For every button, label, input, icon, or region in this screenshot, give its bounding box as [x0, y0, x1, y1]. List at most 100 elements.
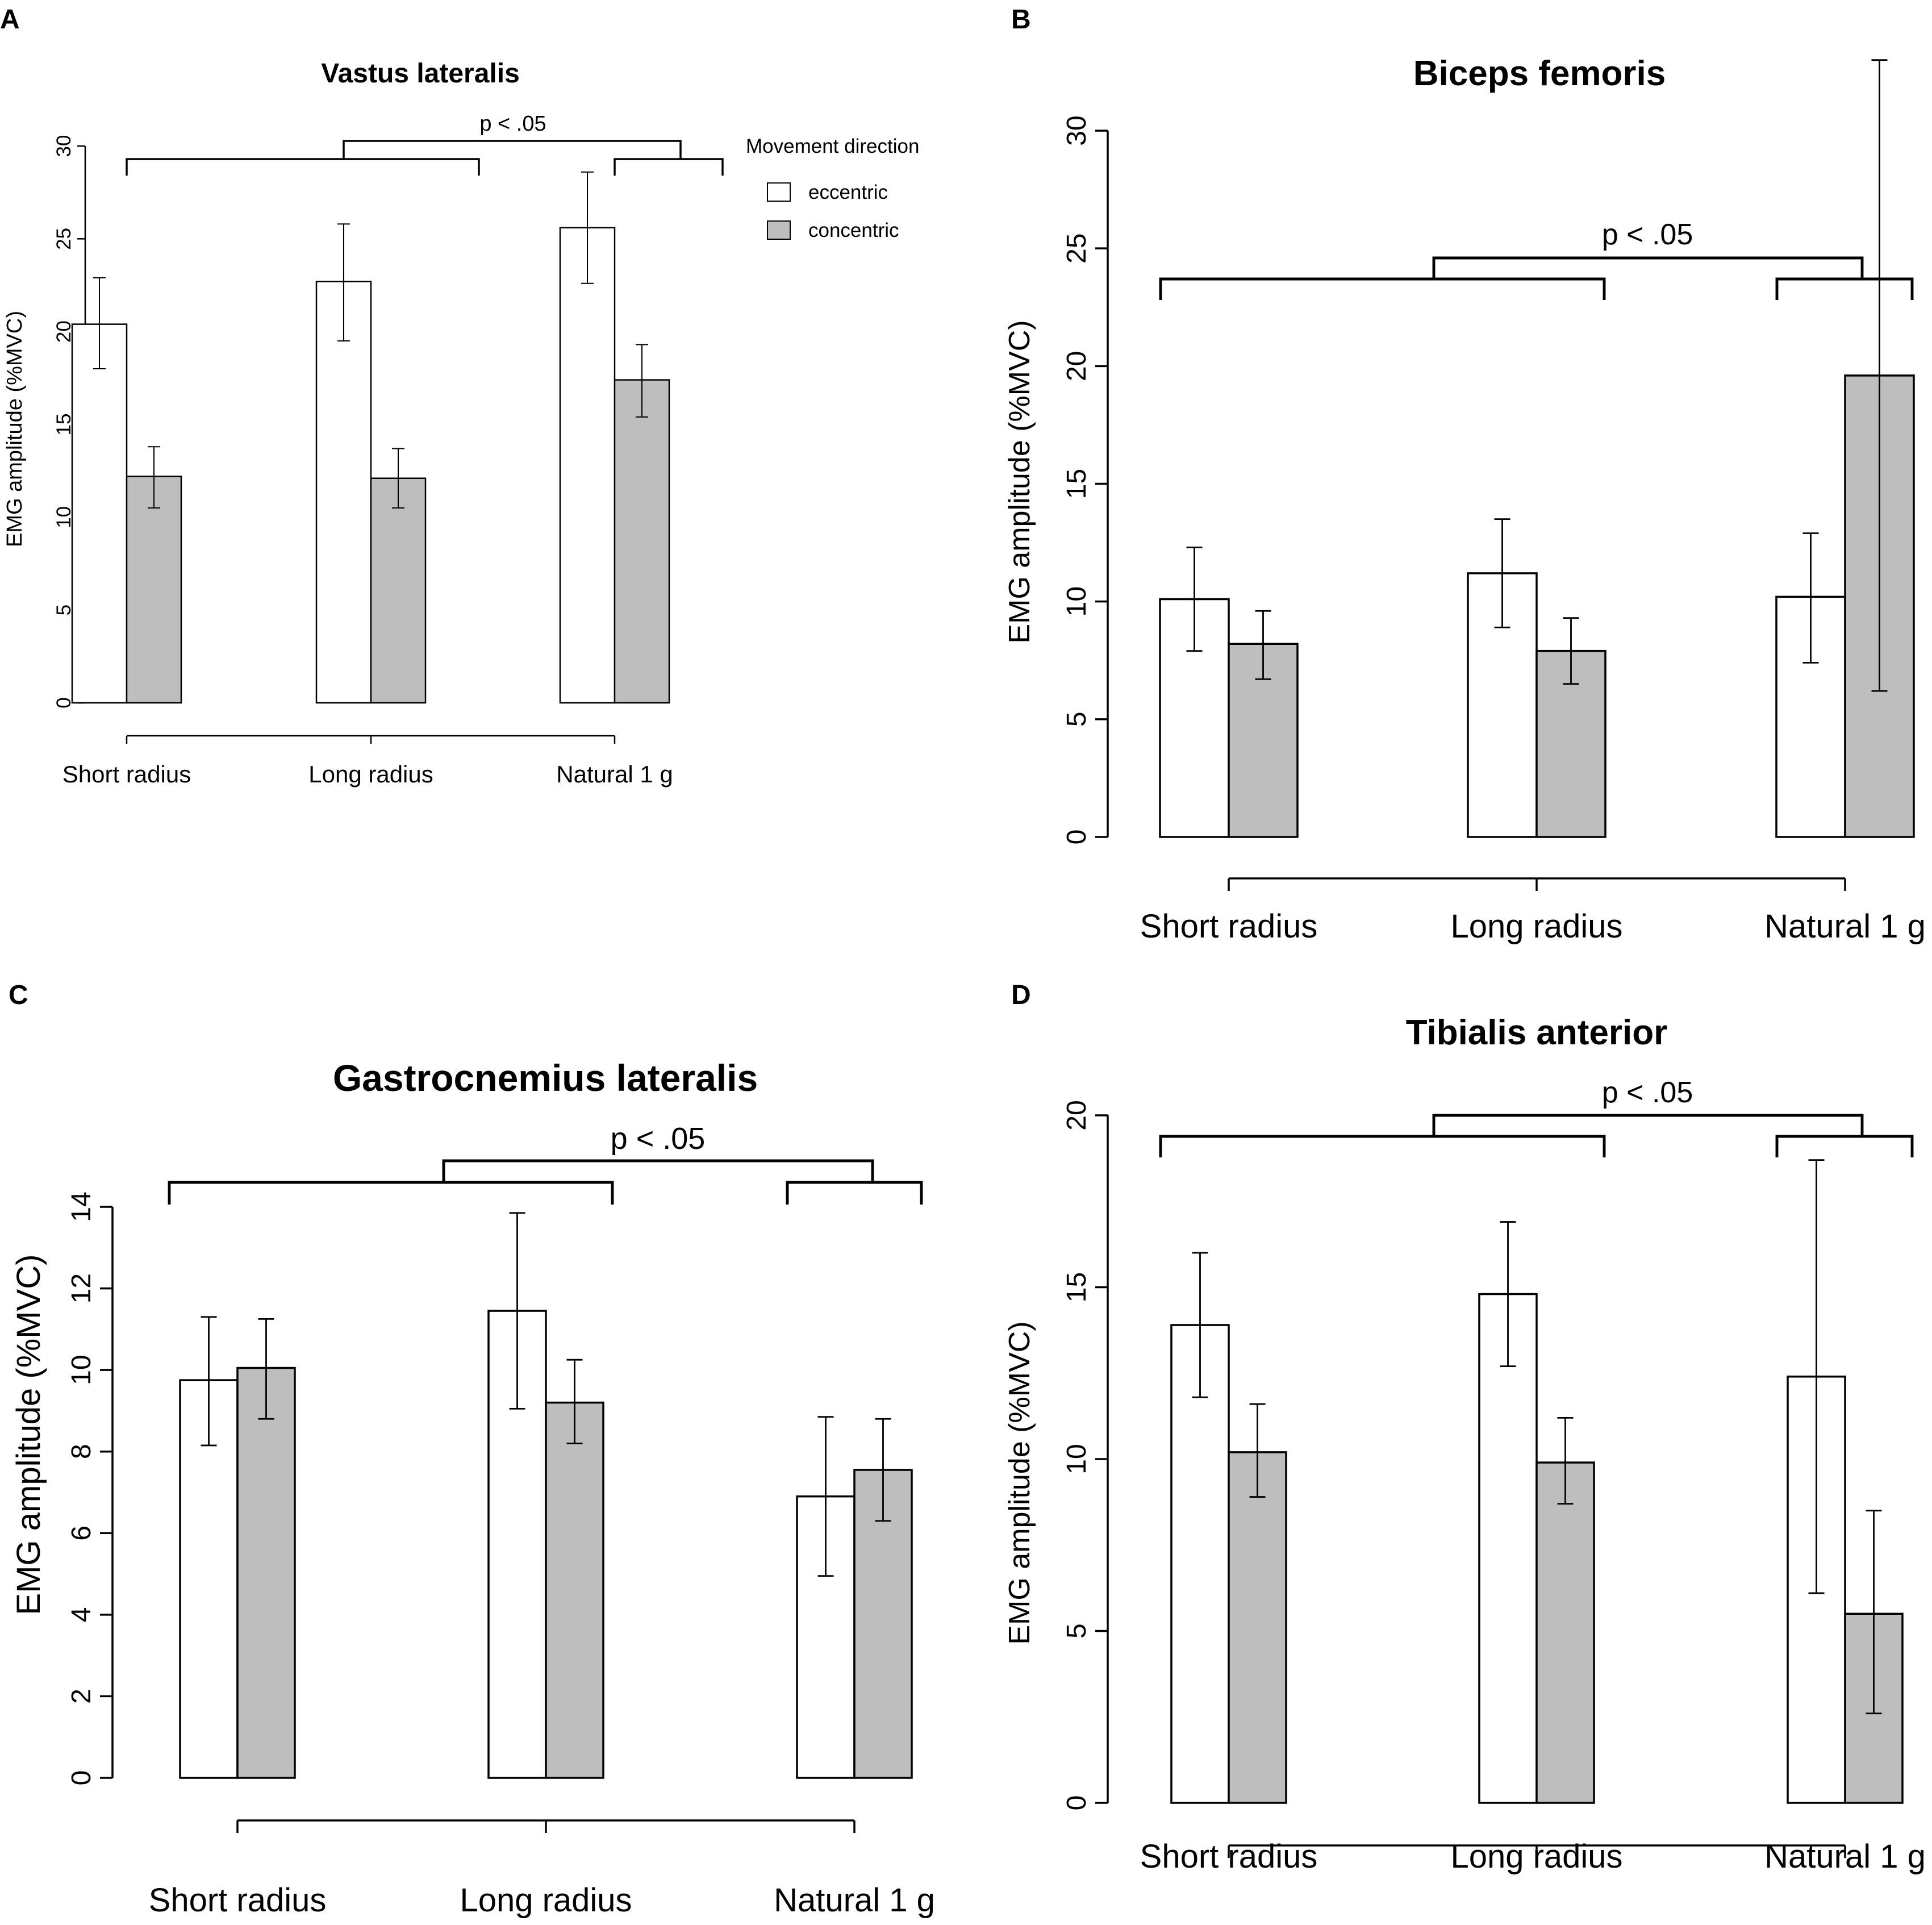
panel-c-x-tick-label: Short radius: [149, 1882, 327, 1919]
panel-c-bracket-right: [786, 1181, 923, 1205]
panel-b-bar-concentric-0: [1228, 643, 1299, 838]
panel-c-title: Gastrocnemius lateralis: [333, 1057, 758, 1099]
panel-c-x-axis: Short radius Long radius Natural 1 g: [149, 1819, 935, 1919]
panel-d-significance-label: p < .05: [1602, 1076, 1693, 1109]
panel-d-title: Tibialis anterior: [1406, 1013, 1668, 1052]
panel-a-y-tick-label: 25: [53, 228, 75, 250]
panel-a-bars: [71, 227, 670, 704]
legend-label-eccentric: eccentric: [808, 181, 888, 203]
panel-b-y-tick-label: 25: [1062, 233, 1092, 263]
panel-d-bars: [1170, 1293, 1904, 1804]
panel-d-x-tick-label: Natural 1 g: [1764, 1838, 1926, 1875]
panel-letter-c: C: [9, 980, 28, 1010]
panel-b-title: Biceps femoris: [1413, 54, 1666, 93]
panel-d-y-tick-label: 5: [1062, 1623, 1092, 1639]
panel-d-x-tick-label: Short radius: [1140, 1838, 1318, 1875]
panel-c-y-tick-label: 6: [66, 1526, 97, 1541]
panel-c-y-tick-label: 14: [66, 1191, 97, 1222]
panel-d-bracket-left: [1159, 1135, 1606, 1157]
panel-a-significance-label: p < .05: [479, 112, 546, 136]
panel-c-bracket-top: [442, 1159, 874, 1182]
panel-a-bar-concentric-2: [614, 379, 670, 704]
panel-b-significance-label: p < .05: [1602, 218, 1693, 251]
panel-c-y-tick-label: 2: [66, 1689, 97, 1704]
panel-b-y-axis: 0 5 10 15 20 25 30: [1062, 115, 1109, 844]
panel-a-y-tick-label: 5: [53, 605, 75, 615]
panel-a-y-tick-label: 30: [53, 135, 75, 157]
panel-c-y-axis-label: EMG amplitude (%MVC): [10, 1255, 47, 1615]
panel-c-bar-concentric-0: [236, 1366, 296, 1779]
panel-b-x-tick-label: Long radius: [1450, 908, 1622, 945]
panel-b-y-tick-label: 5: [1062, 711, 1092, 727]
panel-d-y-axis-label: EMG amplitude (%MVC): [1003, 1321, 1036, 1644]
panel-a-significance-bracket: [126, 140, 724, 176]
panel-a-bracket-left: [126, 158, 480, 176]
panel-d-x-tick-label: Long radius: [1450, 1838, 1622, 1875]
panel-c-significance-bracket: [168, 1159, 923, 1205]
panel-c: C Gastrocnemius lateralis EMG amplitude …: [9, 980, 935, 1919]
panel-d-bracket-top: [1432, 1114, 1864, 1136]
panel-a-x-tick-label: Long radius: [308, 761, 433, 788]
panel-c-bar-concentric-1: [545, 1401, 604, 1779]
panel-b-bracket-right: [1775, 277, 1914, 300]
panel-d-y-tick-label: 15: [1062, 1272, 1092, 1302]
panel-letter-d: D: [1011, 980, 1031, 1010]
panel-c-y-tick-label: 10: [66, 1355, 97, 1385]
panel-b-x-axis: Short radius Long radius Natural 1 g: [1140, 877, 1926, 945]
panel-b-y-tick-label: 15: [1062, 469, 1092, 499]
panel-a-bar-eccentric-0: [71, 323, 128, 704]
panel-b-bracket-top: [1432, 256, 1864, 279]
panel-d-bar-concentric-0: [1228, 1451, 1287, 1804]
panel-c-x-tick-label: Long radius: [460, 1882, 632, 1919]
panel-a-bracket-right: [614, 158, 724, 176]
panel-a-bar-eccentric-1: [315, 281, 372, 704]
panel-b-y-tick-label: 20: [1062, 351, 1092, 381]
panel-c-error-bars: [201, 1212, 891, 1577]
panel-a-title: Vastus lateralis: [321, 59, 520, 89]
panel-b-significance-bracket: [1159, 256, 1914, 300]
panel-b-y-tick-label: 10: [1062, 586, 1092, 616]
panel-a-y-tick-label: 20: [53, 320, 75, 343]
panel-d-significance-bracket: [1159, 1114, 1914, 1157]
panel-c-y-tick-label: 4: [66, 1607, 97, 1623]
panel-a-x-axis: Short radius Long radius Natural 1 g: [62, 735, 673, 788]
panel-b-error-bars: [1186, 59, 1888, 692]
panel-a-bracket-top: [343, 140, 682, 159]
panel-a-error-bars: [93, 171, 648, 509]
panel-b-y-tick-label: 30: [1062, 115, 1092, 145]
panel-c-y-axis: 0 2 4 6 8 10 12 14: [66, 1191, 114, 1786]
panel-d-y-tick-label: 10: [1062, 1444, 1092, 1474]
panel-c-y-tick-label: 8: [66, 1444, 97, 1459]
panel-letter-b: B: [1011, 5, 1031, 35]
panel-a-y-axis: 0 5 10 15 20 25 30: [53, 135, 86, 709]
panel-c-bracket-left: [168, 1181, 614, 1205]
panel-a-y-tick-label: 10: [53, 506, 75, 528]
panel-c-y-tick-label: 12: [66, 1273, 97, 1303]
panel-b-x-tick-label: Natural 1 g: [1764, 908, 1926, 945]
panel-a-x-tick-label: Natural 1 g: [556, 761, 673, 788]
panel-b-y-axis-label: EMG amplitude (%MVC): [1003, 320, 1036, 643]
panel-d-bar-eccentric-1: [1478, 1293, 1538, 1804]
panel-c-y-tick-label: 0: [66, 1770, 97, 1786]
panel-d-x-axis: Short radius Long radius Natural 1 g: [1140, 1838, 1926, 1875]
panel-d-y-axis: 0 5 10 15 20: [1062, 1100, 1109, 1811]
panel-a-bar-concentric-1: [370, 477, 427, 704]
panel-d-bar-eccentric-0: [1170, 1324, 1230, 1804]
legend-swatch-concentric: [767, 220, 791, 240]
panel-b-x-tick-label: Short radius: [1140, 908, 1318, 945]
panel-b-bracket-left: [1159, 277, 1606, 300]
legend-swatch-eccentric: [767, 182, 791, 202]
panel-d-error-bars: [1192, 1159, 1882, 1715]
panel-c-significance-label: p < .05: [611, 1122, 706, 1156]
panel-letter-a: A: [0, 5, 20, 35]
panel-b: B Biceps femoris EMG amplitude (%MVC) 0 5…: [1003, 5, 1926, 945]
panel-b-bars: [1159, 374, 1915, 838]
panel-a-y-tick-label: 0: [53, 697, 75, 708]
panel-d-bracket-right: [1775, 1135, 1914, 1157]
panel-c-bar-eccentric-0: [179, 1379, 239, 1779]
panel-a: A Vastus lateralis EMG amplitude (%MVC) …: [0, 5, 919, 788]
panel-c-bars: [179, 1310, 913, 1779]
panel-d-y-tick-label: 0: [1062, 1795, 1092, 1811]
panel-c-x-tick-label: Natural 1 g: [774, 1882, 935, 1919]
